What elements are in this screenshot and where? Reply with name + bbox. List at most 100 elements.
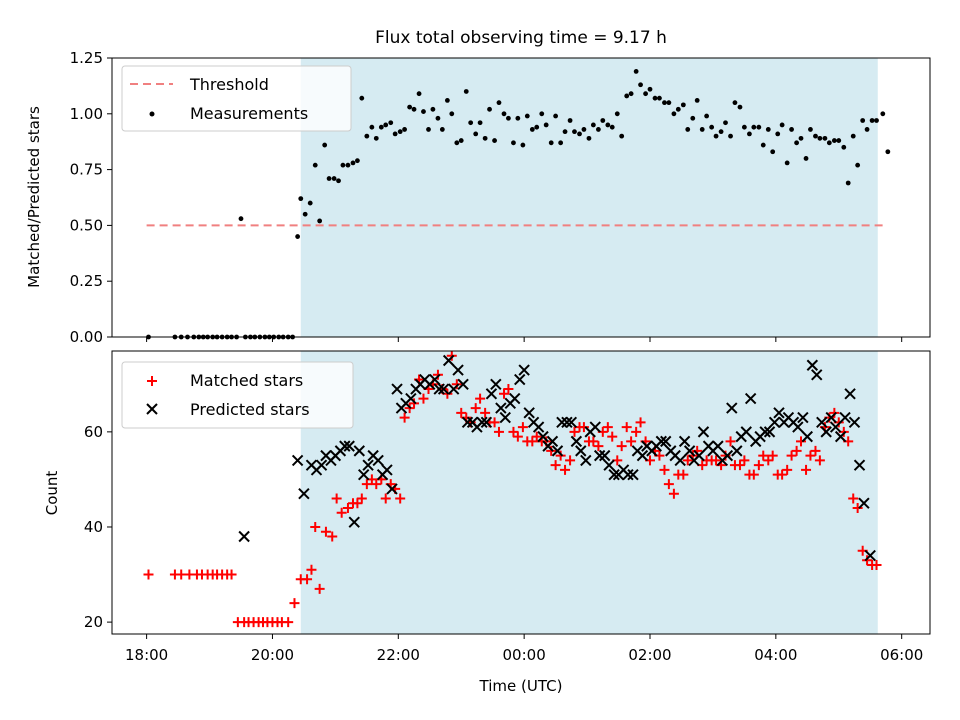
matched-star-marker [555,450,566,461]
ratio-legend: Threshold Measurements [121,65,352,132]
measurement-point [468,120,474,126]
ratio-legend-box [121,65,352,132]
x-tick-label: 02:00 [628,646,671,664]
measurement-point [728,133,733,139]
measurement-point [340,162,346,168]
predicted-star-marker [598,449,611,462]
predicted-star-marker [844,388,856,400]
measurement-point [411,106,417,112]
measurement-point [789,127,794,132]
ratio-y-tick-label: 0.00 [70,328,103,346]
measurement-point [850,133,856,139]
predicted-star-marker [864,549,876,562]
measurement-point [392,131,398,137]
predicted-star-marker [546,435,559,448]
legend-matched-label: Matched stars [190,371,303,390]
matched-star-marker [711,455,722,466]
measurement-point [747,131,752,137]
predicted-star-marker [773,407,785,419]
measurement-point [295,234,301,239]
measurement-point [690,115,696,121]
matched-star-marker [418,393,429,404]
measurement-point [350,160,356,166]
matched-star-marker [480,407,491,418]
matched-star-marker [631,426,642,437]
matched-star-marker [810,445,821,456]
measurement-point [586,135,592,141]
matched-star-marker [767,450,778,461]
measurement-point [430,106,436,112]
predicted-star-marker [490,378,502,391]
predicted-star-marker [660,435,672,448]
measurement-point [794,140,800,146]
matched-star-marker [283,617,294,628]
measurement-point [813,133,818,139]
predicted-star-marker [348,516,360,528]
matched-star-marker [786,450,797,461]
predicted-star-marker [627,468,639,481]
predicted-star-marker [499,411,511,424]
measurement-point [439,127,445,132]
count-legend-box [121,361,354,429]
measurement-point [723,120,728,126]
measurement-point [529,127,535,132]
count-panel: 20 40 60 18:00 20:00 22:00 00:00 02:00 04:00 06:… [43,350,931,695]
measurement-point [449,111,455,117]
measurement-point [553,113,559,119]
matched-star-marker [475,393,486,404]
predicted-star-marker [731,445,743,457]
measurement-point [657,95,662,101]
matched-star-marker [829,407,840,418]
legend-predicted-label: Predicted stars [190,400,310,419]
measurement-point [638,82,643,88]
legend-measurements-label: Measurements [190,104,308,123]
predicted-star-marker [405,392,417,405]
measurement-point [845,180,851,186]
measurement-point [302,211,308,217]
predicted-star-marker [712,440,724,452]
count-panel-frame [111,350,931,635]
count-y-tick-label: 40 [84,518,103,536]
measurement-point [331,176,337,181]
matched-star-marker [342,502,353,513]
predicted-star-marker [291,454,304,467]
matched-star-marker [668,488,679,499]
matched-star-marker [871,560,882,571]
predicted-star-marker [339,440,351,452]
matched-star-marker [331,493,342,504]
matched-star-marker [380,493,391,504]
matched-star-marker [546,445,557,456]
measurement-point [798,135,804,141]
predicted-star-marker [683,445,696,457]
measurement-point [421,109,426,114]
measurement-point [524,113,530,119]
measurement-point [836,138,842,143]
matched-star-marker [356,493,367,504]
matched-star-marker [753,460,764,471]
matched-star-marker [493,426,504,437]
measurement-point [511,140,516,146]
measurement-point [402,127,407,132]
matched-star-marker [777,469,788,480]
measurement-point [609,124,615,130]
predicted-star-marker [575,445,587,457]
measurement-point [633,68,639,74]
measurement-point [704,113,710,119]
matched-star-marker [569,426,580,437]
measurement-point [558,140,564,146]
measurement-point [581,127,587,132]
measurement-point [487,106,492,112]
predicted-star-marker [485,388,498,400]
predicted-star-marker [697,426,710,438]
predicted-star-marker [532,421,545,433]
predicted-star-marker [858,497,870,509]
predicted-star-marker [457,378,469,391]
ratio-y-tick-label: 1.00 [70,105,103,123]
measurement-point [454,140,460,146]
ratio-panel-frame [111,57,931,338]
predicted-star-marker [848,416,861,429]
measurement-point [595,127,601,132]
measurement-point [388,120,394,126]
measurement-point [751,124,757,130]
matched-star-marker [409,398,420,409]
